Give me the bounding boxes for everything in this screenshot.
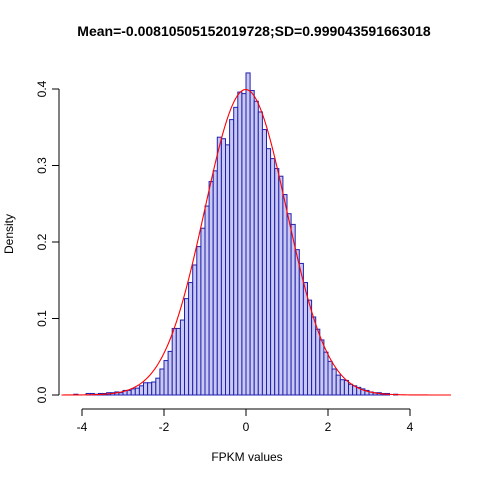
histogram-bar xyxy=(220,138,226,396)
x-tick-label: -2 xyxy=(159,420,170,434)
histogram-bar xyxy=(307,299,313,396)
x-tick-label: 0 xyxy=(243,420,250,434)
histogram-bars xyxy=(73,72,399,396)
histogram-bar xyxy=(138,385,144,396)
histogram-bar xyxy=(257,111,263,396)
histogram-bar xyxy=(278,175,284,396)
histogram-bar xyxy=(339,379,345,396)
histogram-bar xyxy=(159,368,165,396)
histogram-bar xyxy=(348,383,354,396)
histogram-bar xyxy=(282,194,288,396)
histogram-bar xyxy=(270,158,276,396)
histogram-bar xyxy=(200,227,206,396)
x-tick-label: 2 xyxy=(325,420,332,434)
histogram-bar xyxy=(188,282,194,396)
histogram-bar xyxy=(237,91,243,396)
histogram-bar xyxy=(290,223,296,396)
chart-title: Mean=-0.00810505152019728;SD=0.999043591… xyxy=(77,23,431,39)
x-tick-label: -4 xyxy=(77,420,88,434)
histogram-bar xyxy=(147,382,153,396)
histogram-bar xyxy=(196,246,202,396)
histogram-bar xyxy=(118,392,124,396)
histogram-bar xyxy=(241,93,247,396)
histogram-bar xyxy=(311,316,317,396)
histogram-bar xyxy=(167,350,173,396)
normal-density-curve xyxy=(61,88,451,396)
histogram-bar xyxy=(171,327,177,396)
histogram-bar xyxy=(294,249,300,396)
histogram-bar xyxy=(143,382,149,396)
y-tick-label: 0.0 xyxy=(35,386,49,403)
histogram-bar xyxy=(179,319,185,396)
histogram-bar xyxy=(245,72,251,396)
histogram-bar xyxy=(343,379,349,396)
histogram-bar xyxy=(233,106,239,396)
histogram-bar xyxy=(204,205,210,396)
y-axis-label: Density xyxy=(2,214,16,254)
histogram-bar xyxy=(298,262,304,396)
histogram-bar xyxy=(155,377,161,396)
histogram-bar xyxy=(212,170,218,396)
histogram-bar xyxy=(216,136,222,396)
histogram-bar xyxy=(192,264,198,396)
histogram-bar xyxy=(323,351,329,396)
histogram-bar xyxy=(266,148,272,396)
histogram-bar xyxy=(315,328,321,396)
y-tick-label: 0.1 xyxy=(35,310,49,327)
y-tick-label: 0.2 xyxy=(35,233,49,250)
histogram-bar xyxy=(229,119,235,396)
x-axis-label: FPKM values xyxy=(211,450,282,464)
histogram-bar xyxy=(286,213,292,396)
histogram-bar xyxy=(335,374,341,396)
y-tick-label: 0.3 xyxy=(35,157,49,174)
histogram-bar xyxy=(130,388,136,396)
histogram-bar xyxy=(327,360,333,396)
histogram-bar xyxy=(225,144,231,396)
histogram-bar xyxy=(208,181,214,396)
histogram-bar xyxy=(126,389,132,396)
histogram-bar xyxy=(319,339,325,396)
histogram-bar xyxy=(331,368,337,396)
histogram-bar xyxy=(274,168,280,396)
histogram-bar xyxy=(175,327,181,396)
histogram-bar xyxy=(184,298,190,396)
y-tick-label: 0.4 xyxy=(35,80,49,97)
histogram-bar xyxy=(249,90,255,396)
x-axis: -4 -2 0 2 4 xyxy=(77,408,414,434)
y-axis: 0.0 0.1 0.2 0.3 0.4 xyxy=(35,80,60,403)
histogram-bar xyxy=(253,100,259,396)
histogram-bar xyxy=(163,360,169,396)
histogram-bar xyxy=(261,129,267,396)
histogram-bar xyxy=(134,387,140,396)
x-tick-label: 4 xyxy=(407,420,414,434)
histogram-bar xyxy=(151,381,157,396)
histogram-bar xyxy=(302,282,308,396)
